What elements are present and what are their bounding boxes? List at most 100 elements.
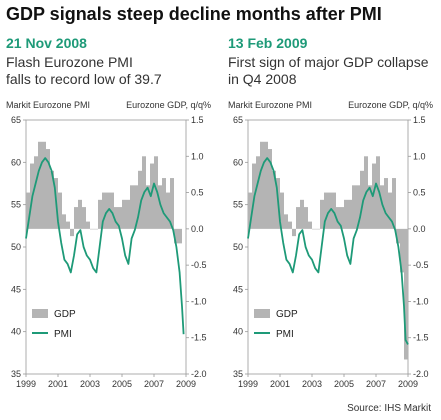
gdp-bar bbox=[352, 185, 356, 229]
gdp-bar bbox=[110, 192, 114, 229]
legend-pmi-label: PMI bbox=[276, 329, 294, 340]
panel-date: 13 Feb 2009 bbox=[228, 35, 308, 51]
gdp-bar bbox=[90, 228, 94, 230]
gdp-bar bbox=[62, 214, 66, 229]
gdp-bar bbox=[158, 185, 162, 229]
gdp-bar bbox=[102, 192, 106, 229]
x-tick-label: 1999 bbox=[238, 379, 258, 389]
gdp-bar bbox=[162, 178, 166, 229]
right-tick-label: 0.0 bbox=[413, 224, 426, 234]
gdp-bar bbox=[296, 207, 300, 229]
gdp-bar bbox=[34, 156, 38, 229]
panel-left: 21 Nov 2008 Flash Eurozone PMI falls to … bbox=[4, 34, 214, 394]
right-tick-label: -1.5 bbox=[191, 333, 207, 343]
pmi-line bbox=[247, 157, 409, 345]
x-tick-label: 1999 bbox=[16, 379, 36, 389]
panel-date: 21 Nov 2008 bbox=[6, 35, 87, 51]
gdp-bar bbox=[178, 228, 182, 244]
right-tick-label: -1.0 bbox=[191, 296, 207, 306]
x-tick-label: 2007 bbox=[144, 379, 164, 389]
legend-gdp-swatch bbox=[32, 309, 48, 318]
x-tick-label: 2003 bbox=[302, 379, 322, 389]
right-tick-label: 1.0 bbox=[413, 151, 426, 161]
gdp-bar bbox=[356, 185, 360, 229]
gdp-bar bbox=[166, 192, 170, 229]
gdp-bar bbox=[404, 228, 408, 360]
gdp-bar bbox=[86, 221, 90, 229]
left-tick-label: 50 bbox=[233, 242, 243, 252]
right-tick-label: -0.5 bbox=[413, 260, 429, 270]
right-tick-label: 0.5 bbox=[413, 188, 426, 198]
gdp-bar bbox=[42, 141, 46, 229]
gdp-bar bbox=[264, 141, 268, 229]
left-tick-label: 65 bbox=[11, 115, 21, 125]
gdp-bar bbox=[388, 192, 392, 229]
gdp-bar bbox=[174, 228, 178, 244]
gdp-bar bbox=[70, 228, 74, 237]
gdp-bar bbox=[130, 185, 134, 229]
gdp-bar bbox=[256, 156, 260, 229]
gdp-bar bbox=[66, 221, 70, 229]
gdp-bar bbox=[126, 199, 130, 229]
page-title: GDP signals steep decline months after P… bbox=[6, 4, 382, 24]
right-tick-label: 1.5 bbox=[191, 115, 204, 125]
x-tick-label: 2009 bbox=[176, 379, 196, 389]
left-tick-label: 45 bbox=[11, 284, 21, 294]
gdp-bar bbox=[284, 214, 288, 229]
gdp-bar bbox=[400, 228, 404, 273]
gdp-bar bbox=[300, 199, 304, 229]
gdp-bar bbox=[46, 149, 50, 229]
panel-subtitle-line2: falls to record low of 39.7 bbox=[6, 71, 162, 87]
x-tick-label: 2007 bbox=[366, 379, 386, 389]
gdp-bar bbox=[272, 170, 276, 229]
gdp-bar bbox=[308, 221, 312, 229]
x-tick-label: 2005 bbox=[112, 379, 132, 389]
gdp-bar bbox=[38, 141, 42, 229]
gdp-bar bbox=[280, 192, 284, 229]
right-axis-label: Eurozone GDP, q/q% bbox=[348, 100, 433, 110]
gdp-bar bbox=[292, 228, 296, 237]
gdp-bar bbox=[58, 192, 62, 229]
gdp-bar bbox=[344, 199, 348, 229]
gdp-bar bbox=[118, 207, 122, 229]
left-tick-label: 60 bbox=[233, 157, 243, 167]
right-tick-label: 1.0 bbox=[191, 151, 204, 161]
left-tick-label: 40 bbox=[11, 327, 21, 337]
gdp-bar bbox=[320, 199, 324, 229]
gdp-bar bbox=[316, 228, 320, 230]
left-axis-label: Markit Eurozone PMI bbox=[6, 100, 90, 110]
source-note: Source: IHS Markit bbox=[347, 403, 431, 414]
gdp-bar bbox=[304, 207, 308, 229]
left-tick-label: 35 bbox=[11, 369, 21, 379]
gdp-bar bbox=[122, 199, 126, 229]
gdp-bar bbox=[154, 156, 158, 229]
gdp-bar bbox=[288, 221, 292, 229]
legend-gdp-swatch bbox=[254, 309, 270, 318]
x-tick-label: 2001 bbox=[270, 379, 290, 389]
gdp-bar bbox=[348, 199, 352, 229]
gdp-bar bbox=[268, 149, 272, 229]
gdp-bar bbox=[332, 192, 336, 229]
gdp-bar bbox=[114, 207, 118, 229]
right-tick-label: -2.0 bbox=[191, 369, 207, 379]
left-tick-label: 40 bbox=[233, 327, 243, 337]
right-tick-label: 0.5 bbox=[191, 188, 204, 198]
chart-right: Markit Eurozone PMI Eurozone GDP, q/q% 35 4… bbox=[228, 100, 433, 389]
gdp-bar bbox=[368, 185, 372, 229]
gdp-bar bbox=[376, 156, 380, 229]
gdp-bar bbox=[170, 178, 174, 229]
panel-subtitle-line1: Flash Eurozone PMI bbox=[6, 54, 133, 70]
left-axis-label: Markit Eurozone PMI bbox=[228, 100, 312, 110]
gdp-bar bbox=[26, 192, 30, 229]
gdp-bar bbox=[134, 185, 138, 229]
left-tick-label: 55 bbox=[233, 200, 243, 210]
gdp-bar bbox=[74, 207, 78, 229]
right-tick-label: -0.5 bbox=[191, 260, 207, 270]
right-tick-label: -1.5 bbox=[413, 333, 429, 343]
right-tick-label: 1.5 bbox=[413, 115, 426, 125]
x-tick-label: 2003 bbox=[80, 379, 100, 389]
right-tick-label: -1.0 bbox=[413, 296, 429, 306]
gdp-bar bbox=[98, 199, 102, 229]
left-tick-label: 60 bbox=[11, 157, 21, 167]
left-tick-label: 35 bbox=[233, 369, 243, 379]
